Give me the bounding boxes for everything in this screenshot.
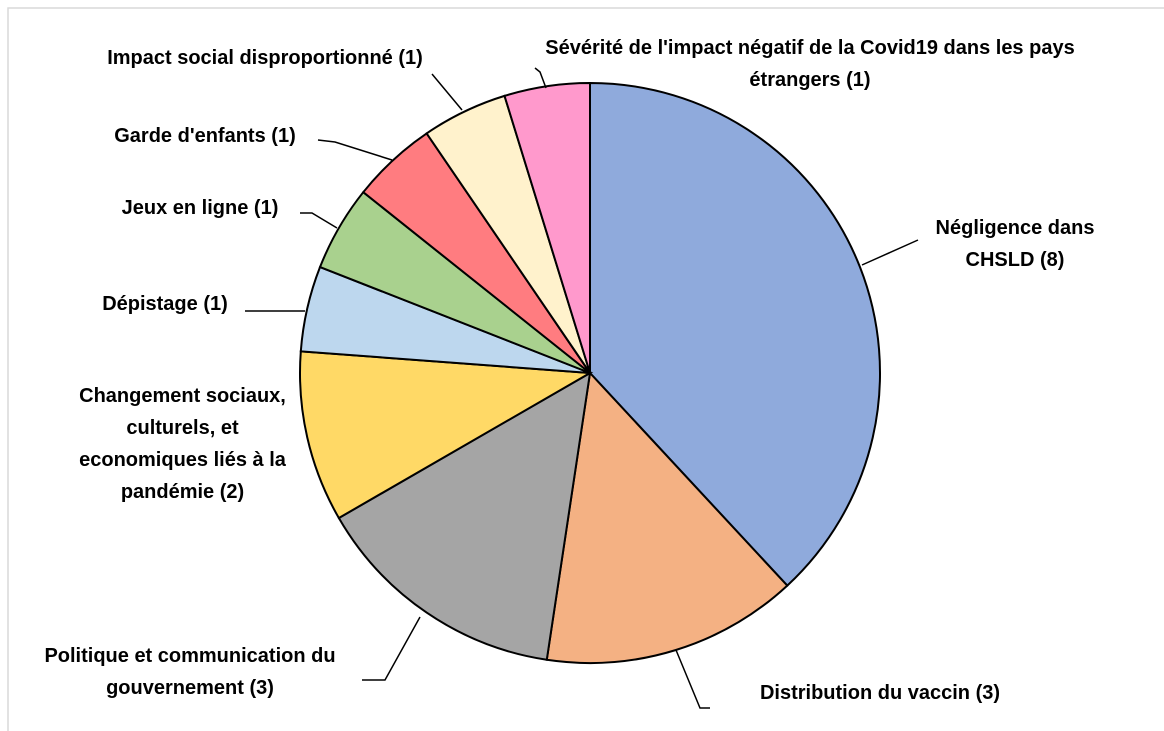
value-label: (8) <box>1040 249 1065 271</box>
slice-label: Jeux en ligne (1) <box>100 192 300 224</box>
category-label: Jeux en ligne <box>121 197 249 219</box>
category-label: Impact social disproportionné <box>107 47 393 69</box>
category-label: Négligence dans CHSLD <box>935 217 1095 271</box>
value-label: (1) <box>271 125 296 147</box>
leader-line <box>534 67 547 89</box>
category-label: Sévérité de l'impact négatif de la Covid… <box>545 37 1075 91</box>
leader-line <box>300 212 338 229</box>
leader-line <box>675 649 710 709</box>
leader-line <box>861 239 919 266</box>
slice-label: Distribution du vaccin (3) <box>725 677 1035 709</box>
value-label: (3) <box>249 677 274 699</box>
slice-label: Impact social disproportionné (1) <box>70 42 460 74</box>
slice-label: Politique et communication du gouverneme… <box>20 640 360 704</box>
pie-slice <box>299 350 594 520</box>
slice-label: Garde d'enfants (1) <box>90 120 320 152</box>
category-label: Distribution du vaccin <box>759 682 970 704</box>
value-label: (1) <box>253 197 279 219</box>
pie-slice <box>545 370 789 664</box>
value-label: (3) <box>975 682 1001 704</box>
pie-slice <box>337 371 592 661</box>
slice-label: Dépistage (1) <box>80 288 250 320</box>
category-label: Garde d'enfants <box>114 125 266 147</box>
slice-label: Négligence dans CHSLD (8) <box>915 212 1115 276</box>
value-label: (1) <box>398 47 423 69</box>
leader-line <box>362 616 421 681</box>
category-label: Politique et communication du gouverneme… <box>44 645 336 699</box>
pie-slice <box>589 81 881 587</box>
leader-line <box>431 73 463 111</box>
frame <box>7 7 1164 731</box>
pie-slice <box>503 81 591 374</box>
value-label: (1) <box>846 69 871 91</box>
leader-line <box>317 139 393 161</box>
slice-label: Changement sociaux, culturels, et econom… <box>75 380 290 508</box>
category-label: Changement sociaux, culturels, et econom… <box>79 385 286 503</box>
value-label: (1) <box>203 293 228 315</box>
category-label: Dépistage <box>102 293 198 315</box>
slice-label: Sévérité de l'impact négatif de la Covid… <box>520 32 1100 96</box>
value-label: (2) <box>219 481 245 503</box>
